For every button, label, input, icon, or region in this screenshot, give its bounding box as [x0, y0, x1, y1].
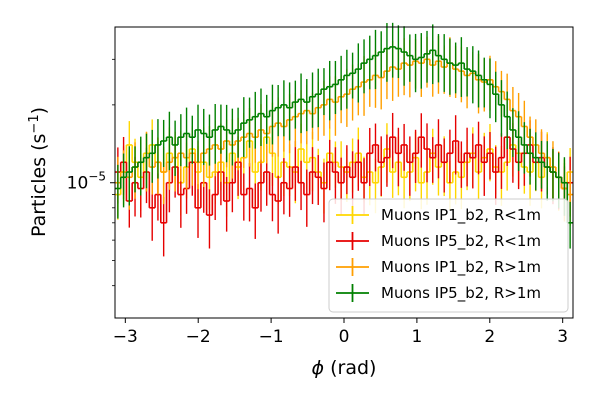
x-tick-label: 3 [557, 327, 568, 347]
legend-label: Muons IP1_b2, R<1m [381, 206, 541, 225]
x-tick-label: 1 [411, 327, 422, 347]
y-tick-label-base: 10 [67, 174, 89, 194]
legend-entry-4: Muons IP5_b2, R>1m [336, 284, 541, 303]
y-tick-label-exponent: −5 [88, 170, 106, 184]
legend-entry-2: Muons IP5_b2, R<1m [336, 232, 541, 251]
y-axis-title: Particles (s−1) [27, 107, 50, 237]
x-tick-label: 0 [339, 327, 350, 347]
x-axis-unit: (rad) [324, 357, 376, 379]
x-tick-label: 2 [484, 327, 495, 347]
ticks-layer: −3 −2 −1 0 1 2 3 10−5 [67, 58, 568, 347]
legend-entries: Muons IP1_b2, R<1m Muons IP5_b2, R<1m Muon… [336, 206, 541, 303]
x-axis-title: ϕ (rad) [312, 357, 377, 379]
legend-entry-3: Muons IP1_b2, R>1m [336, 258, 541, 277]
y-axis-title-main: Particles (s [28, 134, 50, 237]
y-axis-title-superscript: −1 [27, 114, 42, 133]
legend-box [328, 198, 569, 313]
y-axis-title-close: ) [28, 107, 50, 114]
legend-label: Muons IP1_b2, R>1m [381, 258, 541, 277]
legend-label: Muons IP5_b2, R<1m [381, 232, 541, 251]
y-tick-label: 10−5 [67, 170, 106, 194]
x-tick-label: −1 [259, 327, 284, 347]
series-4 [115, 22, 573, 249]
x-tick-label: −2 [186, 327, 211, 347]
legend: Muons IP1_b2, R<1m Muons IP5_b2, R<1m Muon… [328, 198, 569, 313]
legend-entry-1: Muons IP1_b2, R<1m [336, 206, 541, 225]
x-axis-symbol: ϕ [312, 357, 325, 379]
legend-label: Muons IP5_b2, R>1m [381, 284, 541, 303]
x-tick-label: −3 [113, 327, 138, 347]
